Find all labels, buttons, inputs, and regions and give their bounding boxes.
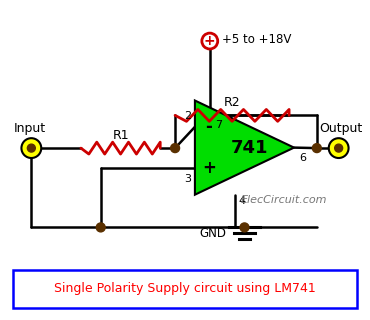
Text: Input: Input — [13, 122, 46, 135]
Text: 7: 7 — [215, 120, 222, 130]
FancyBboxPatch shape — [13, 270, 357, 308]
Text: +: + — [202, 159, 216, 177]
Text: +5 to +18V: +5 to +18V — [222, 33, 291, 45]
Circle shape — [96, 223, 105, 232]
Text: 741: 741 — [231, 139, 268, 156]
Text: ElecCircuit.com: ElecCircuit.com — [241, 195, 327, 205]
Text: Output: Output — [319, 122, 362, 135]
Circle shape — [21, 138, 41, 158]
Circle shape — [240, 223, 249, 232]
Circle shape — [27, 144, 35, 152]
Text: R2: R2 — [224, 96, 240, 109]
Text: GND: GND — [200, 227, 227, 240]
Text: R1: R1 — [112, 129, 129, 142]
Text: 2: 2 — [184, 111, 191, 121]
Text: 4: 4 — [239, 196, 246, 206]
Text: +: + — [204, 34, 216, 48]
Text: 3: 3 — [184, 174, 191, 184]
Circle shape — [335, 144, 343, 152]
Text: 6: 6 — [299, 153, 306, 163]
Polygon shape — [195, 100, 294, 195]
Circle shape — [202, 33, 218, 49]
Text: -: - — [205, 118, 212, 136]
Circle shape — [329, 138, 349, 158]
Circle shape — [171, 144, 179, 153]
Circle shape — [312, 144, 321, 153]
Text: Single Polarity Supply circuit using LM741: Single Polarity Supply circuit using LM7… — [54, 282, 316, 295]
